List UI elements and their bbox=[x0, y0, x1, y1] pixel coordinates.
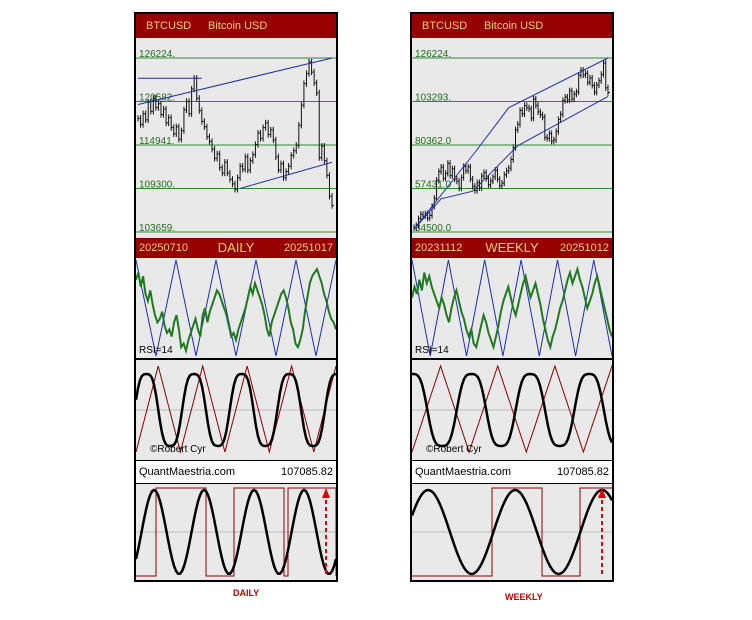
daily-footer: QuantMaestria.com 107085.82 bbox=[136, 460, 336, 485]
arrow-head bbox=[598, 488, 606, 498]
daily-brand-label: QuantMaestria.com bbox=[139, 466, 235, 478]
rsi-label: RSI=14 bbox=[415, 345, 449, 356]
daily-caption: DAILY bbox=[233, 588, 260, 598]
rsi-line bbox=[412, 265, 612, 351]
daily-instrument-name: Bitcoin USD bbox=[208, 20, 268, 32]
weekly-end-date: 20251012 bbox=[560, 242, 609, 254]
weekly-header: BTCUSD Bitcoin USD bbox=[412, 14, 612, 38]
weekly-cycle-plot: ©Robert Cyr bbox=[412, 360, 612, 460]
weekly-rsi-plot: RSI=14 bbox=[412, 258, 612, 360]
daily-date-bar: 20250710 DAILY 20251017 bbox=[136, 238, 336, 258]
daily-end-date: 20251017 bbox=[284, 242, 333, 254]
weekly-cycle-svg: ©Robert Cyr bbox=[412, 364, 612, 455]
price-level-label: 80362.0 bbox=[415, 136, 452, 147]
cycle-wave bbox=[412, 372, 612, 448]
rsi-label: RSI=14 bbox=[139, 345, 173, 356]
arrow-head bbox=[322, 488, 330, 498]
weekly-price-svg: 126224. 103293. 80362.0 57431.0 34500.0 bbox=[412, 49, 612, 234]
daily-cycle-plot: ©Robert Cyr bbox=[136, 360, 336, 460]
square-wave bbox=[412, 487, 612, 577]
daily-cycle-svg: ©Robert Cyr bbox=[136, 364, 336, 455]
daily-header: BTCUSD Bitcoin USD bbox=[136, 14, 336, 38]
copyright-watermark: ©Robert Cyr bbox=[150, 444, 206, 455]
daily-timeframe-label: DAILY bbox=[217, 240, 255, 255]
channel-lower-line bbox=[413, 95, 609, 230]
weekly-date-bar: 20231112 WEEKLY 20251012 bbox=[412, 238, 612, 258]
weekly-last-price: 107085.82 bbox=[557, 466, 609, 478]
price-level-label: 120582. bbox=[139, 93, 175, 104]
daily-start-date: 20250710 bbox=[139, 242, 188, 254]
cycle-sawtooth bbox=[136, 364, 336, 454]
daily-symbol: BTCUSD bbox=[146, 20, 192, 32]
price-level-label: 109300. bbox=[139, 180, 175, 191]
daily-chart-panel: BTCUSD Bitcoin USD 126224. 120582. 114941.… bbox=[134, 12, 338, 582]
copyright-watermark: ©Robert Cyr bbox=[426, 444, 482, 455]
daily-square-wave-plot bbox=[136, 484, 336, 580]
price-level-label: 126224. bbox=[139, 49, 175, 60]
weekly-square-wave-svg bbox=[412, 487, 612, 577]
weekly-caption: WEEKLY bbox=[505, 592, 543, 602]
price-level-label: 103293. bbox=[415, 93, 451, 104]
weekly-start-date: 20231112 bbox=[415, 242, 463, 254]
dashed-red-up-arrow-icon bbox=[322, 488, 330, 574]
daily-rsi-plot: RSI=14 bbox=[136, 258, 336, 360]
weekly-brand-label: QuantMaestria.com bbox=[415, 466, 511, 478]
rsi-cycle-zigzag bbox=[412, 259, 612, 357]
cycle-sawtooth bbox=[412, 364, 612, 454]
weekly-timeframe-label: WEEKLY bbox=[485, 240, 539, 255]
daily-rsi-svg: RSI=14 bbox=[136, 259, 336, 357]
daily-last-price: 107085.82 bbox=[281, 466, 333, 478]
weekly-instrument-name: Bitcoin USD bbox=[484, 20, 544, 32]
price-level-label: 34500.0 bbox=[415, 223, 452, 234]
dashed-red-up-arrow-icon bbox=[598, 488, 606, 574]
daily-square-wave-svg bbox=[136, 487, 336, 577]
daily-price-plot: 126224. 120582. 114941. 109300. 103659. bbox=[136, 38, 336, 238]
daily-price-svg: 126224. 120582. 114941. 109300. 103659. bbox=[136, 49, 336, 234]
channel-upper-line bbox=[137, 57, 333, 105]
square-wave bbox=[136, 487, 336, 577]
square-panel-wave bbox=[412, 488, 612, 576]
price-level-label: 103659. bbox=[139, 223, 175, 234]
weekly-chart-panel: BTCUSD Bitcoin USD 126224. 103293. 80362.0… bbox=[410, 12, 614, 582]
price-level-label: 126224. bbox=[415, 49, 451, 60]
weekly-price-plot: 126224. 103293. 80362.0 57431.0 34500.0 bbox=[412, 38, 612, 238]
weekly-square-wave-plot bbox=[412, 484, 612, 580]
weekly-rsi-svg: RSI=14 bbox=[412, 259, 612, 357]
channel-lower-line bbox=[239, 161, 333, 189]
price-level-label: 57431.0 bbox=[415, 180, 452, 191]
cycle-wave bbox=[136, 372, 336, 448]
rsi-line bbox=[136, 266, 336, 355]
weekly-footer: QuantMaestria.com 107085.82 bbox=[412, 460, 612, 485]
channel-upper-line bbox=[413, 57, 609, 230]
price-level-label: 114941. bbox=[139, 136, 174, 147]
weekly-symbol: BTCUSD bbox=[422, 20, 468, 32]
square-panel-wave bbox=[136, 488, 336, 575]
